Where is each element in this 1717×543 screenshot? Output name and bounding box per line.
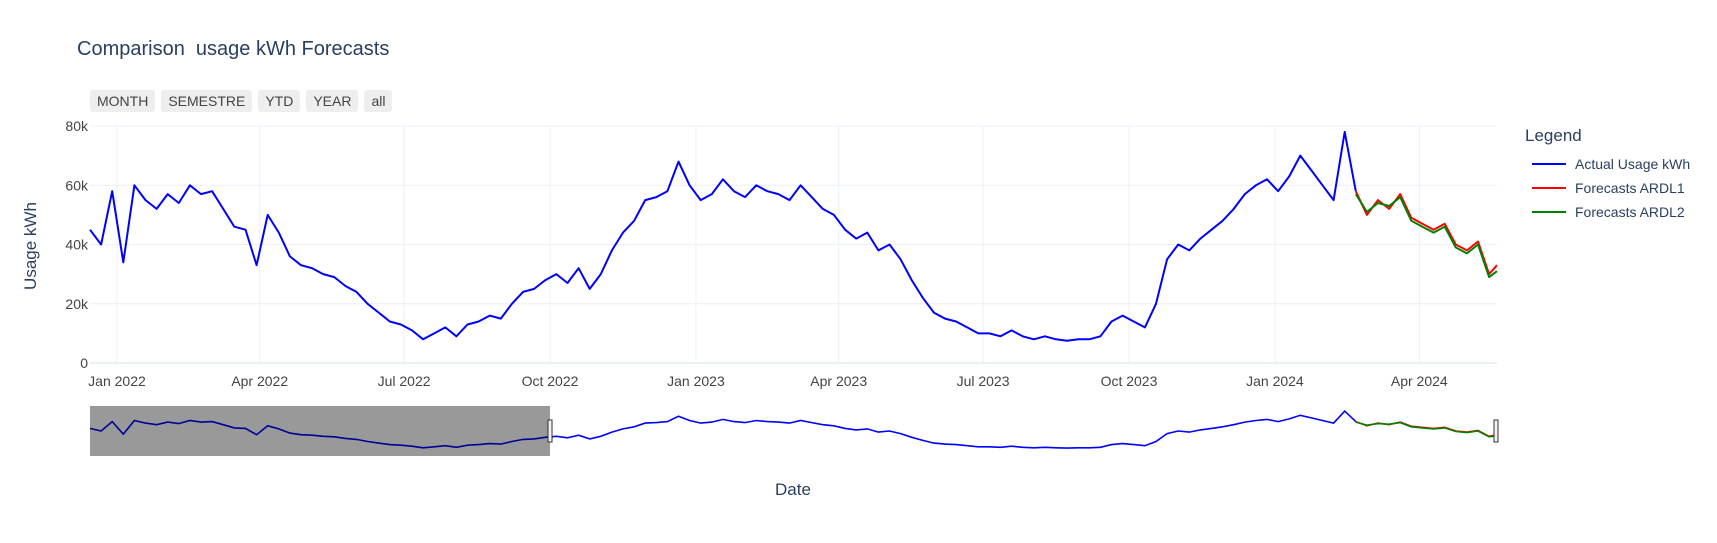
range-slider-line-1 <box>89 409 1357 449</box>
x-tick-label: Apr 2024 <box>1391 373 1448 389</box>
legend-item-ardl2[interactable]: Forecasts ARDL2 <box>1525 200 1690 224</box>
range-slider-line-3 <box>1355 421 1498 438</box>
x-axis-ticks: Jan 2022 Apr 2022 Jul 2022 Oct 2022 Jan 2023… <box>88 373 1448 389</box>
plot-series <box>89 130 1498 342</box>
legend-label-ardl2: Forecasts ARDL2 <box>1575 204 1685 220</box>
range-button-ytd[interactable]: YTD <box>258 90 301 112</box>
x-axis-label: Date <box>775 480 811 499</box>
legend-item-actual[interactable]: Actual Usage kWh <box>1525 152 1690 176</box>
range-button-all[interactable]: all <box>364 90 393 112</box>
y-tick-label: 60k <box>65 177 89 193</box>
legend-label-ardl1: Forecasts ARDL1 <box>1575 180 1685 196</box>
range-slider-mask <box>90 406 551 456</box>
x-tick-label: Jul 2023 <box>957 373 1010 389</box>
legend-title: Legend <box>1525 126 1582 145</box>
y-tick-label: 80k <box>65 118 89 134</box>
range-slider <box>89 405 1499 457</box>
range-button-semestre[interactable]: SEMESTRE <box>161 90 253 112</box>
range-slider-handle-left[interactable] <box>547 419 553 443</box>
x-tick-label: Apr 2022 <box>231 373 288 389</box>
x-tick-label: Oct 2023 <box>1101 373 1158 389</box>
x-tick-label: Oct 2022 <box>522 373 579 389</box>
x-tick-label: Jan 2023 <box>667 373 725 389</box>
y-tick-label: 40k <box>65 237 89 253</box>
series-line-2 <box>1354 190 1498 276</box>
legend: Legend Actual Usage kWh Forecasts ARDL1 … <box>1525 126 1690 224</box>
x-tick-label: Jul 2022 <box>378 373 431 389</box>
x-tick-label: Jan 2022 <box>88 373 146 389</box>
series-line-1 <box>89 130 1357 342</box>
y-tick-label: 0 <box>80 355 88 371</box>
y-axis-label: Usage kWh <box>21 202 40 290</box>
range-button-month[interactable]: MONTH <box>90 90 156 112</box>
legend-swatch-ardl2 <box>1532 211 1566 213</box>
x-tick-label: Apr 2023 <box>810 373 867 389</box>
range-slider-background <box>89 405 1498 457</box>
grid-lines <box>90 125 1497 364</box>
legend-item-ardl1[interactable]: Forecasts ARDL1 <box>1525 176 1690 200</box>
range-button-year[interactable]: YEAR <box>306 90 359 112</box>
range-slider-handle-right[interactable] <box>1493 419 1499 443</box>
legend-swatch-ardl1 <box>1532 187 1566 189</box>
x-tick-label: Jan 2024 <box>1246 373 1304 389</box>
legend-label-actual: Actual Usage kWh <box>1575 156 1691 172</box>
range-selector: MONTH SEMESTRE YTD YEAR all <box>90 90 393 112</box>
series-line-3 <box>1354 193 1498 279</box>
y-tick-label: 20k <box>65 296 89 312</box>
y-axis-ticks: 0 20k 40k 60k 80k <box>65 118 89 371</box>
legend-swatch-actual <box>1532 163 1566 165</box>
chart-title: Comparison usage kWh Forecasts <box>77 38 390 60</box>
